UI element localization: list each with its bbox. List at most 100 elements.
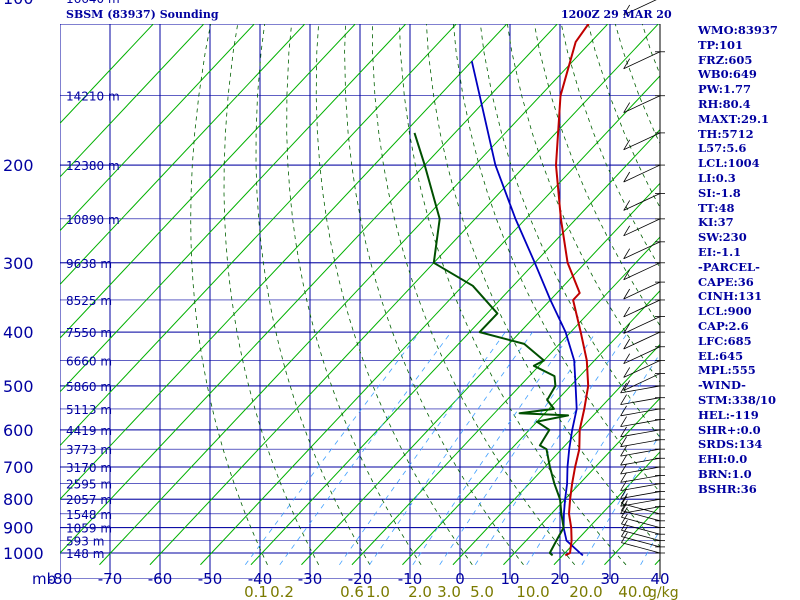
temperature-trace <box>555 24 590 557</box>
height-label: 10890 m <box>66 213 120 227</box>
wind-barb <box>620 457 661 466</box>
height-label: 593 m <box>66 535 104 549</box>
isotherm <box>503 397 660 566</box>
wind-barb-flag <box>623 248 631 259</box>
wind-barb <box>620 408 661 417</box>
wind-barb <box>621 516 661 528</box>
wind-barb <box>623 164 661 183</box>
wind-barb-flag <box>623 139 631 151</box>
height-label: 8525 m <box>66 294 112 308</box>
pressure-tick-label: 1000 <box>3 544 44 563</box>
mixing-ratio-line <box>526 353 660 566</box>
wind-barb-flag <box>623 58 631 69</box>
stat-item: STM:338/10 <box>698 392 777 407</box>
height-label: 7550 m <box>66 326 112 340</box>
stat-item: MPL:555 <box>698 363 756 378</box>
x-tick-label: 0 <box>455 570 465 588</box>
wind-barb <box>621 503 661 515</box>
height-label: 9638 m <box>66 257 112 271</box>
x-tick-label: -40 <box>248 570 273 588</box>
wind-barb-flag <box>621 493 628 504</box>
wind-barb-flag <box>620 445 627 457</box>
stat-item: KI:37 <box>698 215 734 230</box>
wind-barb-flag <box>620 495 627 507</box>
isotherm <box>99 24 609 566</box>
isotherm <box>60 24 558 554</box>
mixing-ratio-line <box>474 331 629 566</box>
wind-barb-flag <box>623 367 631 378</box>
mixing-ratio-line <box>439 331 597 566</box>
wind-barb-flag <box>623 171 631 183</box>
profile-layer <box>413 24 590 557</box>
x-tick-label: 10 <box>500 570 519 588</box>
mixing-ratio-label: 0.1 <box>244 583 268 600</box>
wind-barb <box>623 331 661 350</box>
wind-barb <box>620 466 661 475</box>
mixing-ratio-label: 20.0 <box>569 583 602 600</box>
mixing-ratio-line <box>581 433 660 566</box>
wind-barb <box>623 132 661 151</box>
isotherm <box>60 24 255 232</box>
stat-item: MAXT:29.1 <box>698 111 769 126</box>
mixing-ratio-label: 0.2 <box>270 583 294 600</box>
grid-layer <box>60 24 660 579</box>
stat-item: CAP:2.6 <box>698 318 749 333</box>
wind-barb <box>623 346 661 365</box>
x-tick-label: -80 <box>48 570 73 588</box>
stat-item: EHI:0.0 <box>698 452 748 467</box>
dry-adiabat <box>190 24 268 565</box>
height-label: 1548 m <box>66 508 112 522</box>
label-layer: 100200300400500600700800900100016640 m14… <box>3 0 679 600</box>
isotherm <box>402 290 660 566</box>
dry-adiabat <box>399 24 627 566</box>
wind-barb-flag <box>623 225 631 237</box>
mixing-ratio-label: 1.0 <box>366 583 390 600</box>
wind-barb-flag <box>623 4 631 16</box>
stat-item: RH:80.4 <box>698 96 751 111</box>
x-tick-label: -50 <box>198 570 223 588</box>
mixing-ratio-label: 5.0 <box>470 583 494 600</box>
wind-barb-flag <box>620 394 627 405</box>
wind-barb-flag <box>621 520 628 531</box>
wind-barb-flag <box>621 513 628 525</box>
wind-barb-flag <box>623 288 631 300</box>
stat-item: BSHR:36 <box>698 481 757 496</box>
stats-panel: WMO:83937 TP:101 FRZ:605 WB0:649 PW:1.77 RH:8… <box>698 23 798 497</box>
wind-barb <box>621 529 661 542</box>
dry-adiabat <box>533 24 660 327</box>
parcel-trace <box>470 60 584 557</box>
height-label: 148 m <box>66 547 104 561</box>
wind-barb <box>623 0 657 16</box>
mixing-ratio-line <box>640 529 660 565</box>
isotherm <box>60 24 508 501</box>
wind-barb-flag <box>623 338 631 350</box>
height-label: 3170 m <box>66 461 112 475</box>
height-label: 5860 m <box>66 380 112 394</box>
wind-barb <box>621 536 661 548</box>
wind-barb <box>623 262 661 281</box>
height-label: 2057 m <box>66 493 112 507</box>
wind-barb <box>623 299 661 318</box>
isotherm <box>553 451 660 566</box>
wind-barb-flag <box>623 353 631 364</box>
height-label: 16640 m <box>66 0 120 6</box>
stat-item: L57:5.6 <box>698 141 747 156</box>
mixing-ratio-label: 40.0 <box>618 583 651 600</box>
stat-item: SI:-1.8 <box>698 185 741 200</box>
wind-barb <box>623 360 661 378</box>
stat-item: WMO:83937 <box>698 23 778 37</box>
stat-item: TP:101 <box>698 37 744 52</box>
pressure-tick-label: 500 <box>3 377 34 396</box>
wind-barb-flag <box>620 426 627 438</box>
isotherm <box>452 343 660 566</box>
dry-adiabat <box>372 24 576 566</box>
x-tick-label: -10 <box>398 570 423 588</box>
wind-barb-flag <box>620 405 627 417</box>
stat-item: SHR+:0.0 <box>698 422 761 437</box>
isotherm <box>60 24 205 178</box>
wind-barb-flag <box>623 269 631 280</box>
mixing-ratio-line <box>369 331 533 566</box>
wind-barb <box>623 218 661 237</box>
isotherm <box>60 24 154 124</box>
stat-item: PW:1.77 <box>698 82 752 97</box>
